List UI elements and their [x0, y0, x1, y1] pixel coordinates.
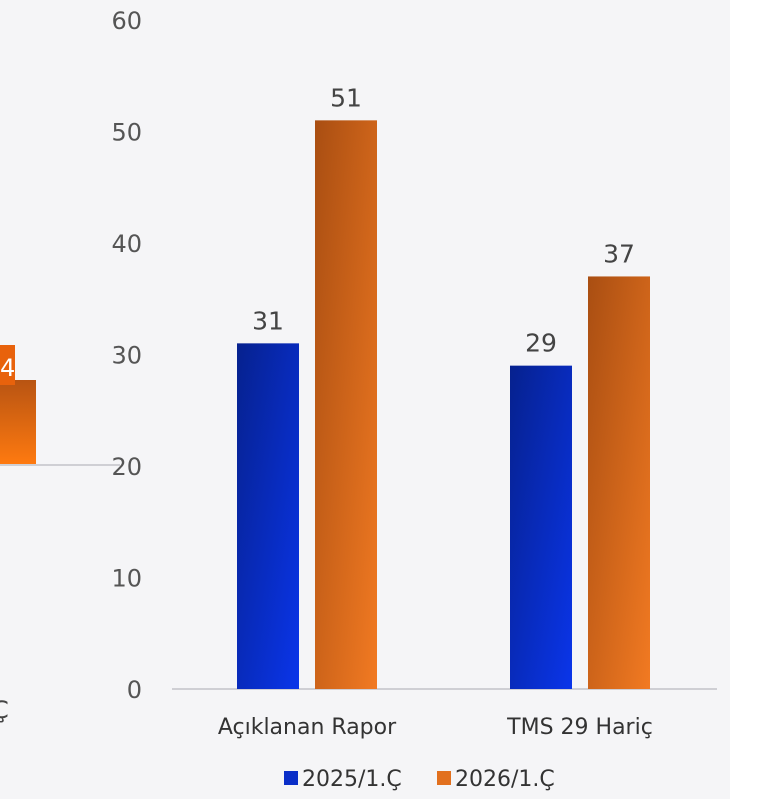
y-tick-label: 20	[111, 453, 142, 481]
background-bar-label: 4	[0, 354, 15, 382]
y-tick-label: 10	[111, 565, 142, 593]
legend-label: 2026/1.Ç	[455, 767, 555, 792]
data-labels: 31 29 51 37	[252, 83, 635, 357]
category-labels: Açıklanan Rapor TMS 29 Hariç	[218, 715, 653, 740]
background-category-label: Ç	[0, 696, 9, 724]
bar	[510, 365, 572, 689]
background-label-box	[0, 345, 15, 385]
bars	[237, 120, 650, 690]
data-label: 29	[525, 329, 557, 358]
data-label: 31	[252, 306, 284, 335]
y-tick-label: 50	[111, 119, 142, 147]
category-label: Açıklanan Rapor	[218, 715, 397, 740]
bar	[315, 120, 377, 690]
data-label: 51	[330, 83, 362, 112]
legend: 2025/1.Ç 2026/1.Ç	[284, 767, 555, 792]
y-tick-label: 0	[127, 676, 142, 704]
background-bar	[0, 380, 36, 465]
bar	[588, 276, 650, 689]
bar	[237, 343, 299, 689]
chart-panel: 4 Ç 0 10 20 30 40 50 60 31 29 51 37 Açıklanan Rap…	[0, 7, 717, 792]
data-label: 37	[603, 239, 635, 268]
y-tick-label: 30	[111, 342, 142, 370]
legend-label: 2025/1.Ç	[302, 767, 402, 792]
y-tick-label: 40	[111, 230, 142, 258]
y-axis: 0 10 20 30 40 50 60	[111, 7, 142, 704]
legend-swatch	[437, 771, 451, 785]
legend-swatch	[284, 771, 298, 785]
background-chart-fragment: 4 Ç	[0, 345, 120, 724]
category-label: TMS 29 Hariç	[506, 715, 653, 740]
y-tick-label: 60	[111, 7, 142, 35]
